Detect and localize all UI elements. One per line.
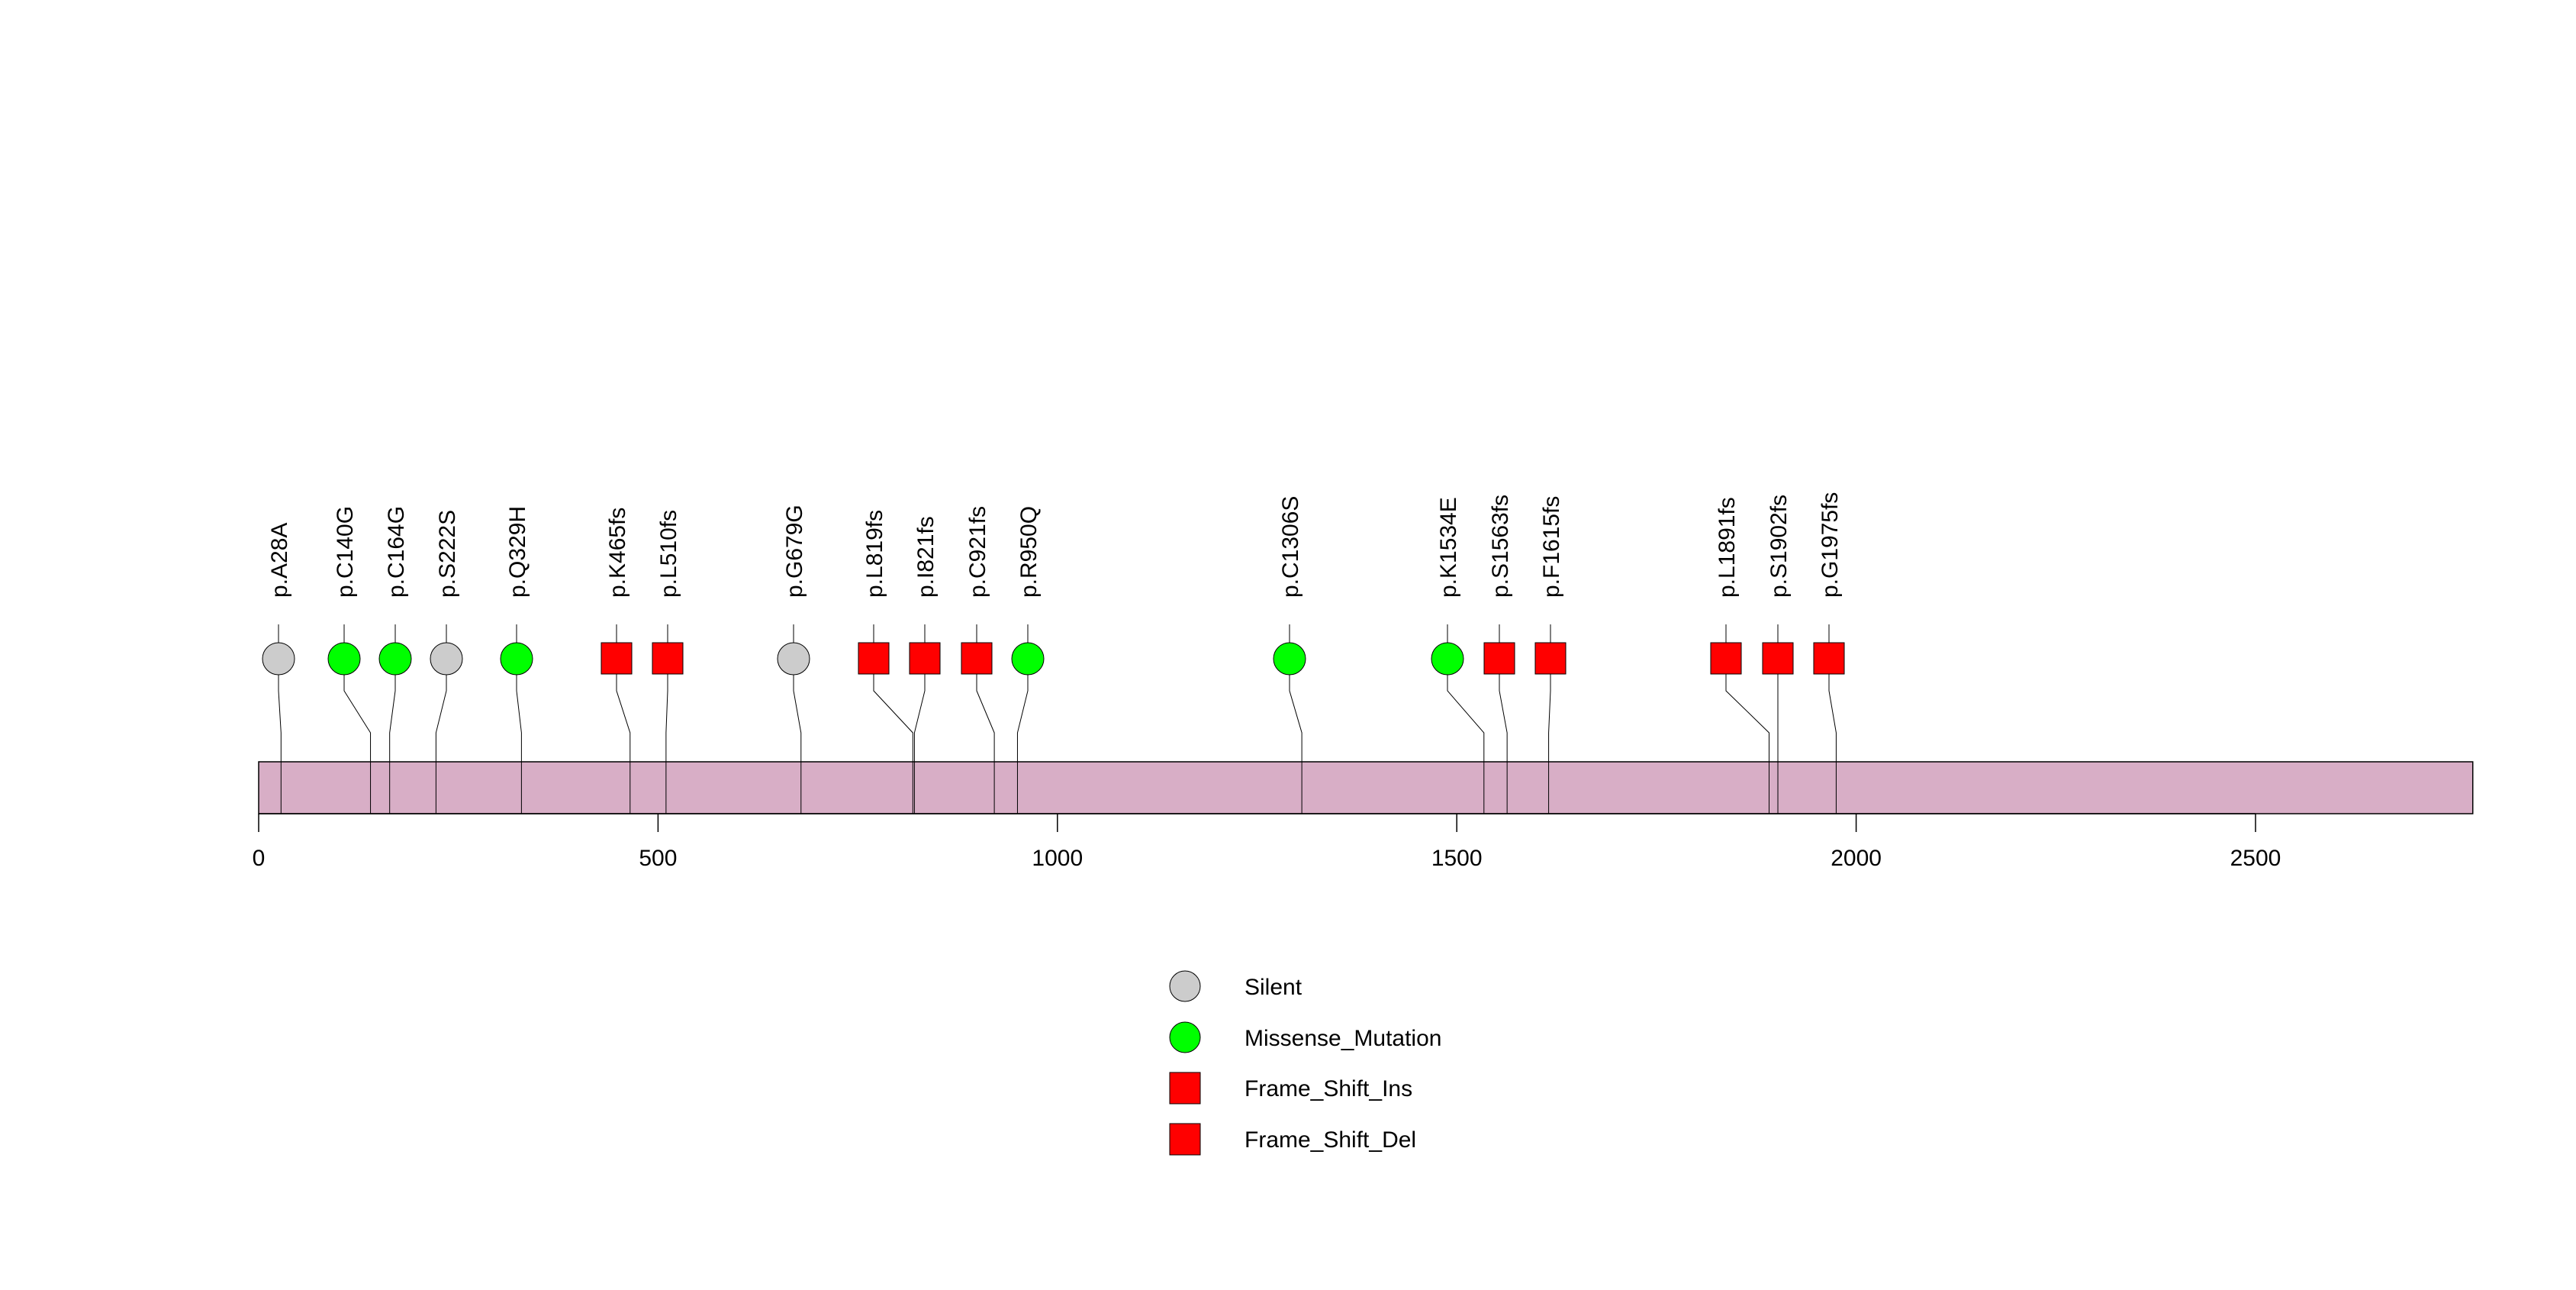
- frame-shift-marker: [652, 642, 684, 675]
- mutation-label: p.C140G: [333, 506, 358, 598]
- mutation-label: p.A28A: [267, 523, 292, 598]
- missense-marker: [1011, 642, 1045, 676]
- legend-label: Frame_Shift_Ins: [1245, 1076, 1412, 1101]
- mutation-lollipop: p.S222S: [430, 510, 463, 814]
- axis-tick-label: 1500: [1431, 846, 1483, 871]
- mutation-label: p.C1306S: [1278, 496, 1303, 598]
- mutation-label: p.K465fs: [605, 508, 630, 598]
- frame-shift-marker: [1483, 642, 1515, 675]
- axis-tick-label: 2000: [1831, 846, 1882, 871]
- missense-marker: [500, 642, 533, 676]
- silent-marker: [777, 642, 810, 676]
- silent-marker: [430, 642, 463, 676]
- mutation-label: p.K1534E: [1436, 497, 1461, 598]
- legend-item: Frame_Shift_Del: [1169, 1123, 1416, 1156]
- frame-shift-marker: [1534, 642, 1567, 675]
- mutation-lollipop: p.C164G: [378, 506, 412, 814]
- mutation-lollipop: p.L819fs: [858, 510, 913, 814]
- mutation-label: p.G1975fs: [1818, 492, 1843, 598]
- missense-marker: [378, 642, 412, 676]
- legend-label: Frame_Shift_Del: [1245, 1127, 1416, 1153]
- mutation-label: p.L819fs: [862, 510, 887, 598]
- legend-item: Missense_Mutation: [1169, 1021, 1441, 1053]
- mutation-lollipop: p.S1563fs: [1483, 495, 1515, 814]
- frame-shift-marker: [909, 642, 941, 675]
- mutation-label: p.F1615fs: [1539, 496, 1564, 598]
- mutation-label: p.Q329H: [505, 506, 530, 598]
- mutation-lollipop: p.K1534E: [1431, 497, 1485, 814]
- mutation-lollipop: p.R950Q: [1011, 506, 1045, 814]
- legend-item: Silent: [1169, 970, 1302, 1002]
- legend-label: Silent: [1245, 975, 1302, 1000]
- missense-marker: [1431, 642, 1464, 676]
- missense-marker: [1273, 642, 1306, 676]
- legend-square-icon: [1169, 1123, 1201, 1156]
- x-axis: 0 500 1000 1500 2000 2500: [253, 813, 2281, 871]
- mutation-lollipop: p.Q329H: [500, 506, 533, 814]
- axis-tick-label: 500: [639, 846, 677, 871]
- mutation-lollipop: p.L1891fs: [1710, 497, 1769, 814]
- legend-square-icon: [1169, 1072, 1201, 1105]
- mutation-label: p.S1902fs: [1766, 495, 1792, 598]
- mutation-label: p.L510fs: [656, 510, 681, 598]
- frame-shift-marker: [1813, 642, 1845, 675]
- frame-shift-marker: [1762, 642, 1794, 675]
- mutation-lollipop: p.G679G: [777, 505, 810, 814]
- axis-tick-label: 0: [253, 846, 266, 871]
- frame-shift-marker: [1710, 642, 1742, 675]
- mutation-label: p.S1563fs: [1488, 495, 1513, 598]
- legend: Silent Missense_Mutation Frame_Shift_Ins Fr…: [1169, 970, 1441, 1156]
- mutation-label: p.G679G: [782, 505, 807, 598]
- mutation-lollipop: p.S1902fs: [1762, 495, 1794, 814]
- mutation-label: p.S222S: [435, 510, 460, 598]
- mutation-lollipop: p.C1306S: [1273, 496, 1306, 814]
- axis-tick-label: 1000: [1032, 846, 1083, 871]
- mutation-lollipop: p.A28A: [262, 523, 295, 814]
- mutation-label: p.C921fs: [965, 506, 990, 598]
- mutation-lollipop: p.C921fs: [961, 506, 995, 814]
- missense-marker: [327, 642, 361, 676]
- mutation-lollipop: p.I821fs: [909, 516, 941, 814]
- mutation-lollipop: p.F1615fs: [1534, 496, 1567, 814]
- silent-marker: [262, 642, 295, 676]
- frame-shift-marker: [858, 642, 890, 675]
- mutation-label: p.C164G: [384, 506, 409, 598]
- legend-circle-icon: [1169, 970, 1201, 1002]
- mutation-lollipop: p.L510fs: [652, 510, 684, 814]
- mutation-label: p.R950Q: [1016, 506, 1042, 598]
- mutation-lollipop: p.K465fs: [601, 508, 633, 814]
- frame-shift-marker: [601, 642, 633, 675]
- legend-circle-icon: [1169, 1021, 1201, 1053]
- protein-bar: [258, 761, 2474, 814]
- axis-tick-label: 2500: [2230, 846, 2281, 871]
- legend-label: Missense_Mutation: [1245, 1026, 1441, 1051]
- frame-shift-marker: [961, 642, 993, 675]
- mutation-label: p.I821fs: [913, 516, 939, 598]
- mutation-lollipop: p.G1975fs: [1813, 492, 1845, 814]
- mutations: p.A28A p.C140G p.C164G p.S222S p.Q329H p.K465…: [262, 492, 1845, 814]
- legend-item: Frame_Shift_Ins: [1169, 1072, 1412, 1105]
- mutation-label: p.L1891fs: [1715, 497, 1740, 598]
- mutation-lollipop: p.C140G: [327, 506, 372, 814]
